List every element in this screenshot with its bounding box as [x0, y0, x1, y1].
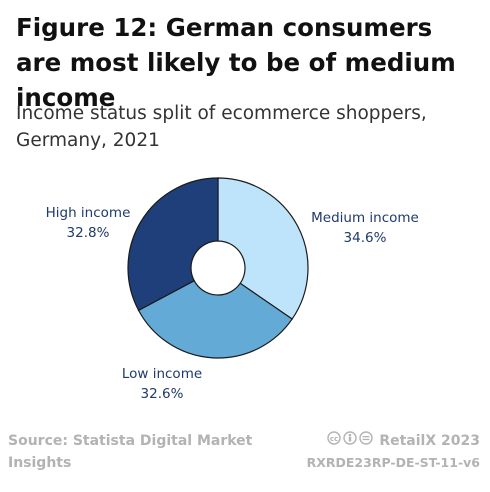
slice-label-high-income: High income [46, 205, 131, 221]
slice-label-low-income: Low income [122, 366, 202, 382]
chart-subtitle: Income status split of ecommerce shopper… [16, 103, 427, 151]
slice-medium-income [217, 177, 309, 320]
slice-label-medium-income: Medium income [311, 210, 419, 226]
slice-low-income [137, 279, 293, 359]
slice-value-low-income: 32.6% [141, 386, 184, 402]
slice-value-high-income: 32.8% [67, 225, 110, 241]
brand-credit: cc RetailX 2023 [327, 430, 480, 452]
slice-labels: Medium income 34.6% Low income 32.6% High in… [46, 205, 419, 402]
source-note: Source: Statista Digital Market Insights [8, 433, 253, 471]
brand-name: RetailX 2023 [379, 433, 480, 449]
report-code: RXRDE23RP-DE-ST-11-v6 [306, 455, 480, 470]
donut-chart: Medium income 34.6% Low income 32.6% High in… [46, 177, 419, 402]
donut-slices [127, 177, 309, 359]
svg-text:cc: cc [330, 435, 338, 443]
creative-commons-icon: cc [327, 430, 374, 452]
slice-high-income [127, 177, 219, 312]
chart-title: Figure 12: German consumers are most lik… [16, 13, 456, 112]
slice-value-medium-income: 34.6% [344, 230, 387, 246]
